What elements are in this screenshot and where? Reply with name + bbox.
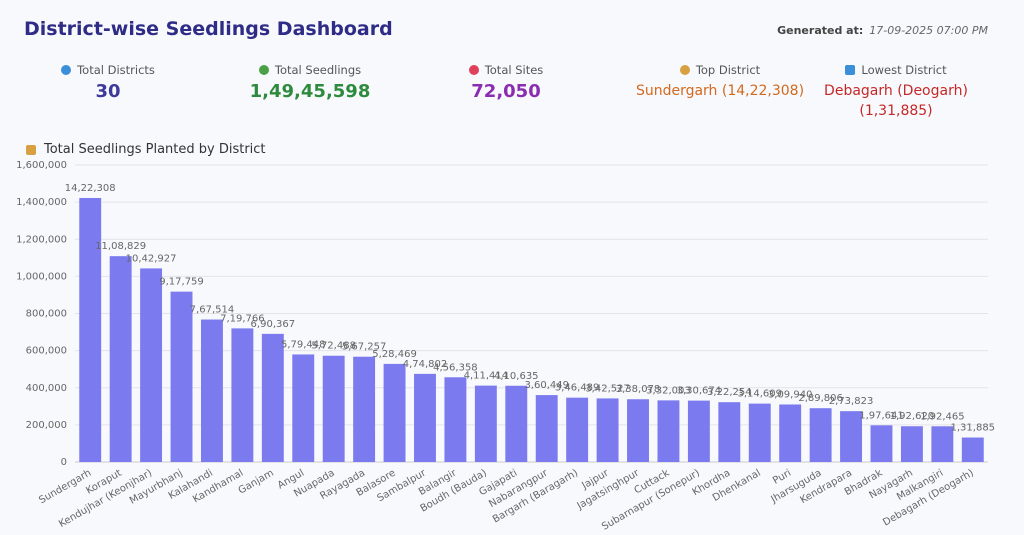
value-label: 5,79,448 (281, 339, 326, 350)
value-label: 3,42,527 (585, 383, 630, 394)
stat-label: Total Districts (77, 63, 155, 77)
bar (353, 356, 376, 462)
value-label: 3,30,674 (677, 386, 722, 397)
bar (535, 395, 558, 462)
value-label: 2,89,806 (798, 393, 843, 404)
bar (687, 400, 710, 462)
bar (261, 333, 284, 462)
stat-card: Total Seedlings 1,49,45,598 (210, 63, 410, 102)
value-label: 4,10,635 (494, 371, 539, 382)
chart-title: Total Seedlings Planted by District (44, 142, 266, 157)
generated-label: Generated at: (777, 24, 864, 37)
bar (870, 425, 893, 462)
bar (200, 319, 223, 462)
value-label: 1,97,641 (859, 410, 904, 421)
stat-card: Total Sites 72,050 (406, 63, 606, 102)
stat-value: 72,050 (471, 81, 541, 102)
value-label: 11,08,829 (95, 241, 146, 252)
value-label: 2,73,823 (829, 396, 874, 407)
bar (900, 426, 923, 462)
bar (931, 426, 954, 462)
value-label: 7,19,766 (220, 313, 265, 324)
value-label: 1,31,885 (951, 423, 996, 434)
bar (961, 437, 984, 462)
bar (292, 354, 315, 462)
y-tick-label: 800,000 (26, 309, 67, 320)
bar (840, 411, 863, 462)
bar (505, 385, 528, 462)
bar (809, 408, 832, 462)
y-tick-label: 200,000 (26, 420, 67, 431)
value-label: 4,11,414 (464, 371, 509, 382)
bar (779, 404, 802, 462)
bar (170, 291, 193, 462)
value-label: 4,74,802 (403, 359, 448, 370)
value-label: 3,38,078 (616, 384, 661, 395)
stat-card: Total Districts 30 (8, 63, 208, 102)
bar (596, 398, 619, 462)
bar (444, 377, 467, 462)
y-tick-label: 400,000 (26, 383, 67, 394)
generated-value: 17-09-2025 07:00 PM (869, 24, 988, 37)
bar (718, 402, 741, 462)
value-label: 3,32,003 (646, 385, 691, 396)
stat-value: 1,49,45,598 (249, 81, 371, 102)
y-tick-label: 1,600,000 (16, 160, 67, 171)
stat-value: Debagarh (Deogarh) (1,31,885) (824, 83, 968, 119)
value-label: 5,72,488 (311, 341, 356, 352)
stat-label: Lowest District (861, 63, 947, 77)
value-label: 7,67,514 (190, 305, 235, 316)
value-label: 3,14,609 (737, 389, 782, 400)
chart-heading: Total Seedlings Planted by District (26, 142, 266, 157)
generated-at: Generated at: 17-09-2025 07:00 PM (777, 24, 988, 37)
bar (414, 373, 436, 462)
y-tick-label: 1,400,000 (16, 197, 67, 208)
value-label: 6,90,367 (251, 319, 296, 330)
value-label: 3,09,940 (768, 389, 813, 400)
stat-label: Top District (695, 63, 761, 77)
y-tick-label: 1,200,000 (16, 234, 67, 245)
dashboard-title: District-wise Seedlings Dashboard (24, 18, 393, 40)
bar (79, 197, 102, 463)
value-label: 5,28,469 (372, 349, 417, 360)
value-label: 1,92,620 (890, 411, 935, 422)
value-label: 14,22,308 (65, 183, 116, 194)
bar (109, 256, 132, 462)
stat-value: Sundergarh (14,22,308) (635, 83, 805, 99)
bar (748, 403, 771, 462)
bar (231, 328, 254, 462)
value-label: 1,92,465 (920, 411, 965, 422)
bar (322, 355, 345, 462)
stat-label: Total Seedlings (274, 63, 362, 77)
bar (140, 268, 163, 462)
y-tick-label: 1,000,000 (16, 271, 67, 282)
bar (657, 400, 680, 462)
stat-card: Top District Sundergarh (14,22,308) (620, 63, 820, 101)
bar (566, 397, 589, 462)
value-label: 10,42,927 (126, 253, 177, 264)
value-label: 4,56,358 (433, 362, 478, 373)
y-tick-label: 0 (61, 457, 67, 468)
value-label: 3,22,254 (707, 387, 752, 398)
value-label: 9,17,759 (159, 277, 204, 288)
value-label: 3,46,489 (555, 383, 600, 394)
stat-card: Lowest District Debagarh (Deogarh) (1,31,… (796, 63, 996, 121)
y-tick-label: 600,000 (26, 346, 67, 357)
stat-value: 30 (95, 81, 121, 102)
bar (627, 399, 649, 462)
bar (383, 363, 406, 462)
x-tick-label: Ganjam (237, 468, 276, 497)
value-label: 3,60,449 (524, 380, 569, 391)
value-label: 5,67,257 (342, 342, 387, 353)
bar (474, 385, 497, 462)
stat-label: Total Sites (484, 63, 544, 77)
